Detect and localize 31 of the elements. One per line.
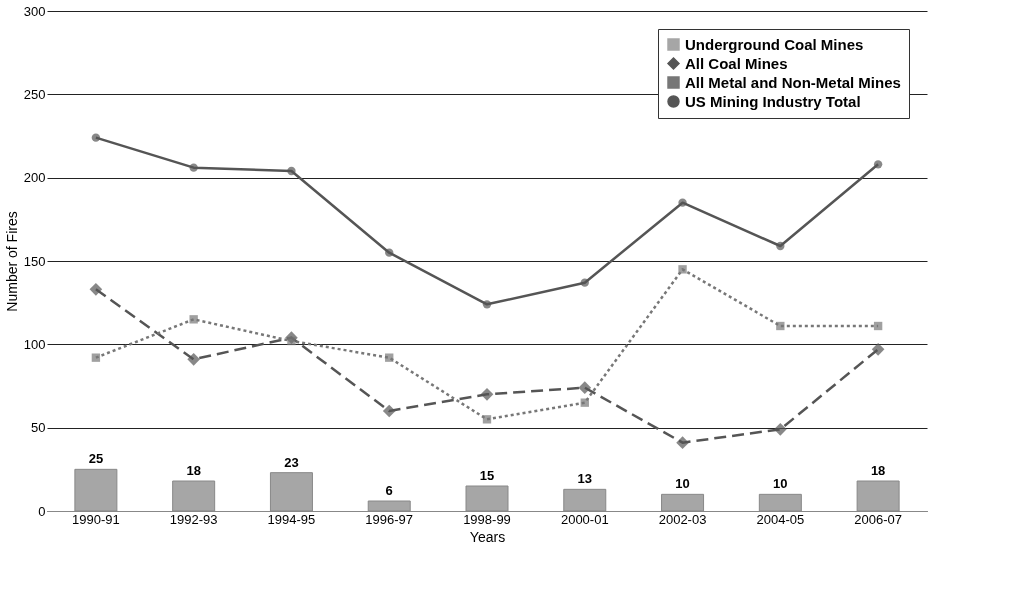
x-tick-label: 2000-01: [560, 511, 609, 527]
y-tick-label: 250: [23, 86, 46, 102]
x-tick-label: 1998-99: [463, 511, 511, 527]
x-tick-label: 1992-93: [169, 511, 218, 527]
data-label: 13: [577, 471, 593, 487]
x-tick-label: 1994-95: [267, 511, 316, 527]
x-tick-label: 1990-91: [72, 511, 120, 527]
y-tick-label: 150: [23, 253, 46, 269]
x-tick-label: 2006-07: [854, 511, 902, 527]
legend-label: All Metal and Non-Metal Mines: [685, 73, 901, 91]
y-tick-label: 50: [31, 420, 46, 436]
data-label: 18: [186, 463, 201, 478]
y-tick-label: 100: [23, 336, 46, 352]
data-label: 6: [385, 483, 393, 498]
x-tick-label: 2004-05: [756, 511, 805, 527]
data-label: 10: [773, 476, 788, 492]
y-tick-label: 200: [23, 170, 46, 186]
x-axis-title: Years: [469, 528, 506, 545]
legend-label: US Mining Industry Total: [685, 92, 861, 110]
data-label: 18: [870, 463, 886, 478]
y-tick-label: 0: [38, 503, 46, 519]
y-tick-label: 300: [23, 3, 46, 19]
y-axis-title: Number of Fires: [3, 211, 20, 312]
data-label: 23: [284, 454, 299, 470]
data-label: 25: [88, 451, 104, 467]
x-tick-label: 1996-97: [365, 511, 414, 527]
legend-label: All Coal Mines: [685, 54, 788, 72]
x-tick-label: 2002-03: [658, 511, 707, 527]
data-label: 15: [479, 468, 495, 483]
data-label: 10: [675, 476, 690, 492]
legend-label: Underground Coal Mines: [685, 35, 864, 53]
